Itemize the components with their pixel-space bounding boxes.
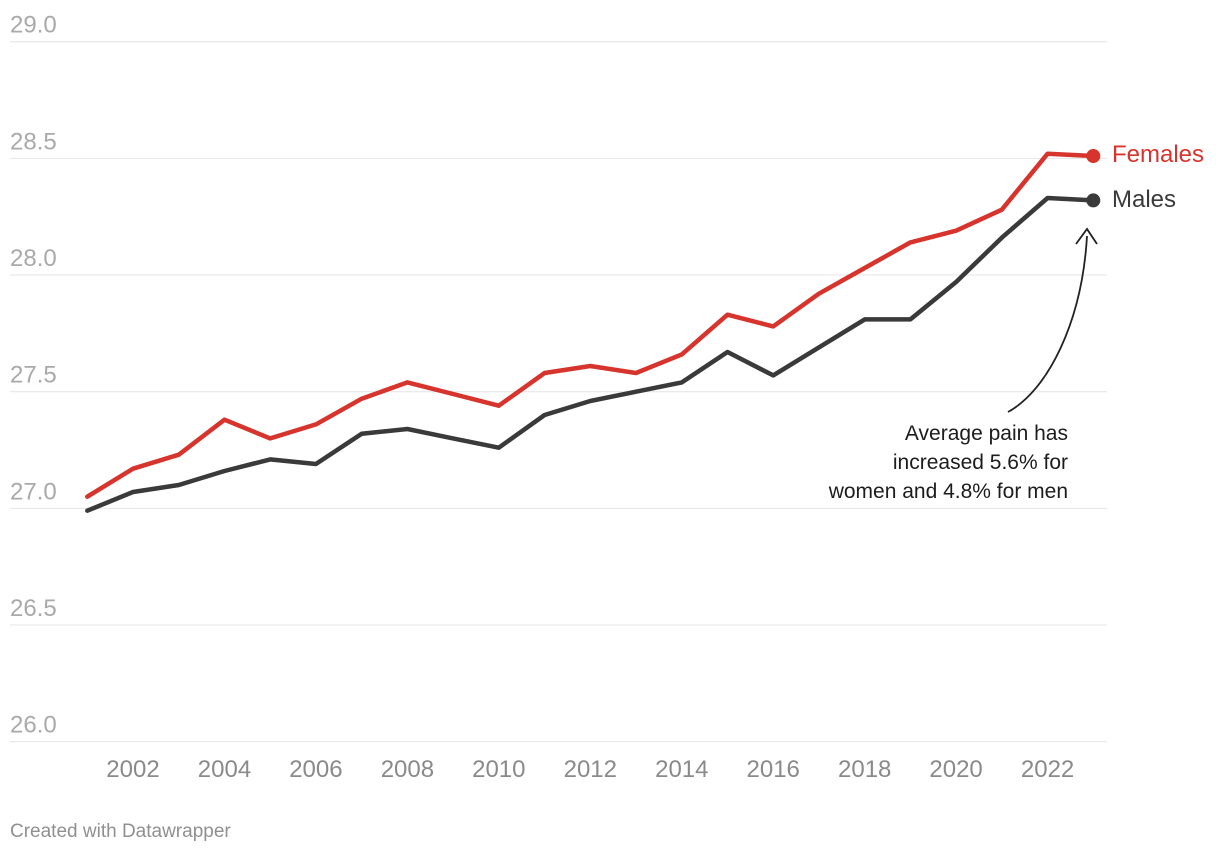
annotation-text: Average pain has increased 5.6% for wome… [828,422,1068,503]
y-gridlines [10,41,1107,743]
arrow-curve [1007,235,1088,413]
y-tick-label: 27.5 [10,362,57,389]
males-endpoint-dot [1086,193,1101,208]
x-tick-label: 2006 [289,756,342,783]
y-tick-label: 26.5 [10,595,57,622]
females-endpoint-dot [1086,149,1101,163]
series-label-males: Males [1112,186,1177,213]
x-tick-label: 2022 [1021,756,1074,783]
y-axis-labels: 29.0 28.5 28.0 27.5 27.0 26.5 26.0 [10,12,57,739]
arrow-head [1075,227,1098,245]
y-tick-label: 29.0 [10,12,57,39]
series-label-females: Females [1112,141,1205,168]
datawrapper-attribution: Created with Datawrapper [10,821,231,842]
x-tick-label: 2012 [564,756,617,783]
y-tick-label: 27.0 [10,478,57,505]
x-axis-labels: 2002 2004 2006 2008 2010 2012 2014 2016 2018 2020… [106,756,1074,783]
males-line [85,195,1096,513]
annotation-arrow [1007,227,1098,413]
x-tick-label: 2020 [929,756,982,783]
x-tick-label: 2014 [655,756,708,783]
x-tick-label: 2008 [381,756,434,783]
x-tick-label: 2002 [106,756,159,783]
y-tick-label: 28.0 [10,245,57,272]
x-tick-label: 2016 [747,756,800,783]
plot-area: 29.0 28.5 28.0 27.5 27.0 26.5 26.0 2002 2004 2006… [10,12,1107,783]
x-tick-label: 2004 [198,756,251,783]
females-line [85,151,1096,499]
x-tick-label: 2018 [838,756,891,783]
x-tick-label: 2010 [472,756,525,783]
y-tick-label: 26.0 [10,712,57,739]
y-tick-label: 28.5 [10,128,57,155]
